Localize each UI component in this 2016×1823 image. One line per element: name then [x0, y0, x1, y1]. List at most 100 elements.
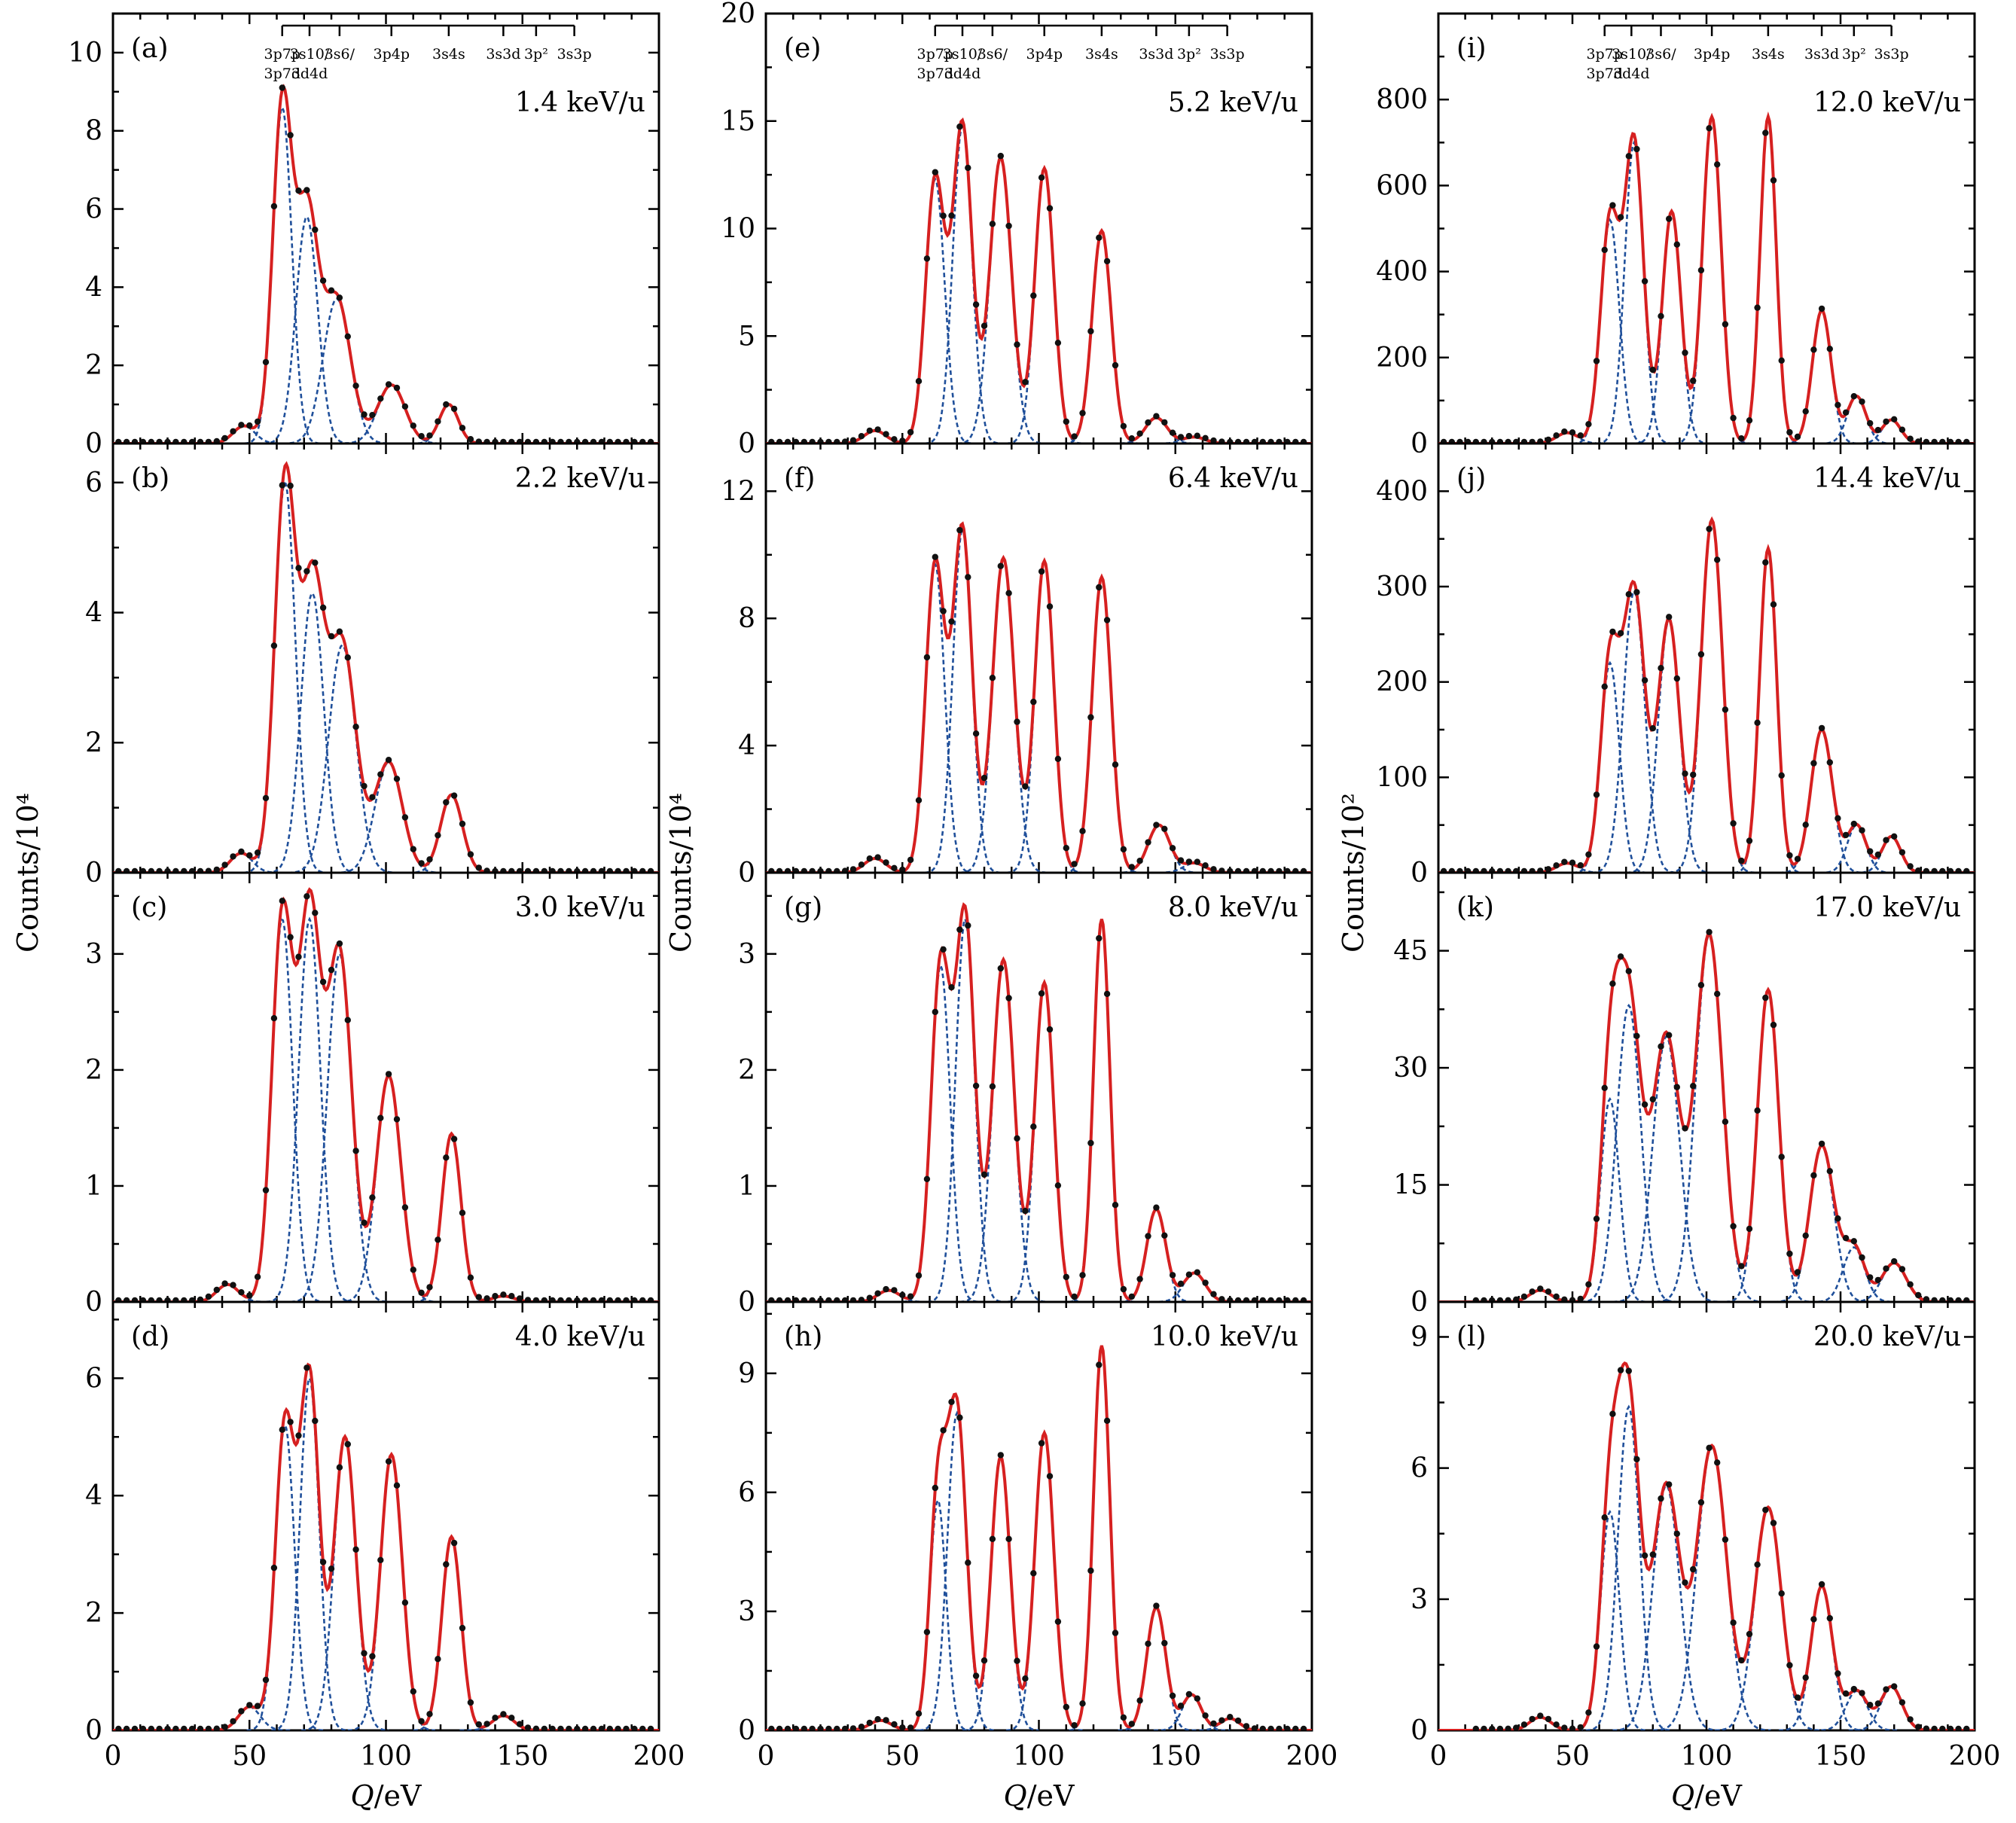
data-point: [172, 1725, 179, 1730]
data-point: [418, 1289, 425, 1297]
data-point: [303, 893, 310, 900]
data-point: [213, 1286, 220, 1294]
data-point: [230, 1718, 236, 1725]
data-point: [972, 1672, 980, 1679]
data-point: [1169, 1272, 1176, 1279]
data-point: [181, 1297, 188, 1302]
data-point: [1625, 153, 1632, 160]
data-point: [1513, 1296, 1520, 1302]
data-point: [205, 438, 212, 444]
energy-label: 12.0 keV/u: [1813, 87, 1961, 118]
data-point: [1794, 1694, 1801, 1701]
data-point: [164, 438, 171, 444]
data-point: [1714, 556, 1721, 563]
data-point: [1907, 1716, 1914, 1723]
data-point: [1722, 706, 1729, 713]
data-point: [1939, 438, 1946, 444]
y-tick-label: 0: [1411, 428, 1428, 459]
marker-label-2: 3p7d: [264, 66, 300, 82]
data-point: [581, 867, 589, 873]
panel-label: (e): [784, 33, 821, 64]
panel-label: (a): [131, 33, 169, 64]
data-point: [1153, 1204, 1160, 1211]
component-peak: [1005, 166, 1083, 444]
data-point: [467, 851, 474, 858]
data-point: [246, 1292, 253, 1299]
data-point: [500, 1291, 507, 1298]
data-point: [1794, 1269, 1801, 1276]
data-point: [1931, 438, 1938, 444]
data-point: [426, 856, 433, 863]
data-point: [188, 867, 196, 873]
panel-l: 0 50 100 150 200 0 3 6 9 (l) 20.0 keV/u: [1411, 1300, 2000, 1772]
data-point: [1778, 357, 1785, 364]
data-point: [1300, 867, 1307, 873]
data-point: [849, 437, 857, 444]
y-tick-label: 0: [738, 858, 755, 889]
data-point: [1194, 1269, 1201, 1276]
data-point: [1284, 1725, 1291, 1730]
data-point: [1202, 1279, 1209, 1286]
component-peak: [1725, 987, 1811, 1302]
x-tick-label: 50: [885, 1741, 920, 1772]
x-axis-title-col2: Q/eV: [1004, 1779, 1075, 1812]
panel-label: (l): [1456, 1322, 1487, 1352]
data-point: [385, 757, 392, 764]
data-point: [549, 1297, 556, 1302]
data-point: [508, 438, 515, 444]
component-peak: [1151, 1272, 1239, 1302]
data-point: [1553, 1293, 1560, 1300]
data-point: [1859, 1690, 1865, 1696]
component-peak: [1734, 547, 1803, 873]
data-point: [801, 438, 807, 444]
data-point: [1697, 651, 1705, 658]
plot-area: [1438, 516, 1975, 873]
data-point: [1835, 1670, 1841, 1677]
data-point: [1481, 438, 1487, 444]
data-point: [1577, 1724, 1584, 1730]
data-point: [1794, 433, 1801, 441]
data-point: [1561, 858, 1568, 865]
data-point: [483, 1721, 490, 1727]
data-point: [574, 438, 581, 444]
marker-label: 3p²: [1177, 46, 1201, 62]
panel-j: 0 100 200 300 400 (j) 14.4 keV/u: [1376, 442, 1976, 889]
fit-curve: [113, 1362, 659, 1730]
data-point: [1641, 278, 1648, 285]
data-point: [866, 855, 874, 862]
data-point: [874, 426, 881, 433]
data-point: [1786, 852, 1793, 859]
data-point: [435, 1656, 441, 1663]
data-point: [817, 438, 824, 444]
data-point: [1472, 438, 1479, 444]
data-point: [972, 730, 980, 737]
data-point: [1722, 1118, 1729, 1125]
data-point: [598, 438, 605, 444]
data-point: [483, 867, 490, 873]
data-point: [1802, 822, 1809, 828]
data-point: [1210, 1291, 1217, 1297]
data-point: [1251, 438, 1258, 444]
component-peak: [243, 105, 321, 444]
data-point: [776, 867, 783, 873]
data-point: [303, 568, 310, 575]
component-peak: [1779, 1584, 1865, 1730]
data-point: [443, 401, 450, 408]
data-point: [1874, 1700, 1881, 1707]
data-point: [1456, 867, 1463, 873]
data-point: [336, 1464, 343, 1471]
data-point: [213, 866, 220, 873]
data-point: [254, 1273, 261, 1280]
data-point: [532, 1725, 540, 1730]
data-point: [1633, 1456, 1640, 1463]
data-point: [1859, 827, 1865, 834]
data-point: [1867, 1702, 1874, 1709]
data-point: [932, 553, 939, 560]
data-point: [1601, 1514, 1608, 1521]
data-point: [418, 860, 425, 867]
data-point: [524, 438, 532, 444]
data-point: [1259, 438, 1266, 444]
data-point: [590, 1297, 597, 1302]
data-point: [1537, 867, 1544, 873]
data-point: [631, 438, 638, 444]
